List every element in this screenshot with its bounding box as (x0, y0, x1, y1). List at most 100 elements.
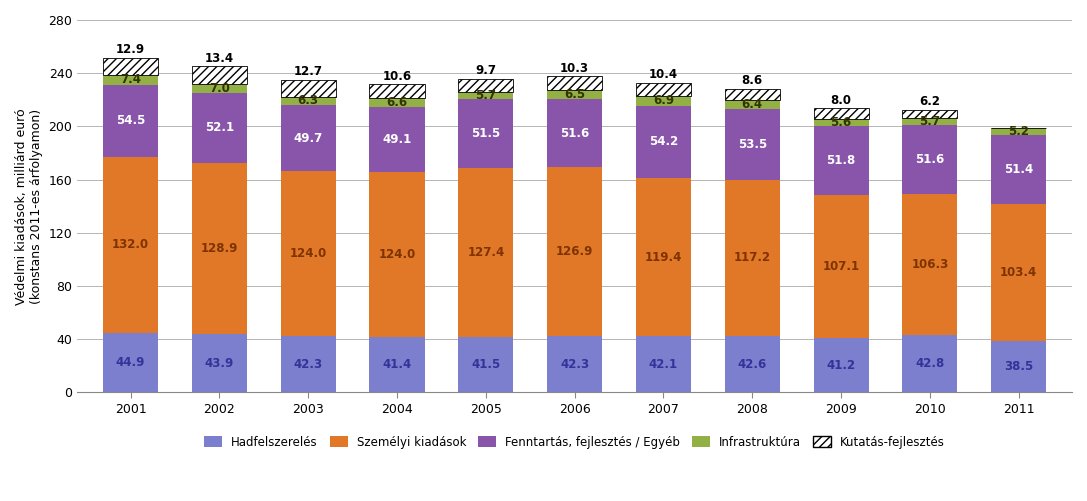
Bar (636, 83, 691, 96)
Text: 49.7: 49.7 (293, 132, 323, 145)
Bar (902, 125, 958, 194)
Text: 106.3: 106.3 (911, 259, 949, 271)
Bar (459, 79, 513, 92)
Bar (902, 110, 958, 118)
Text: 7.0: 7.0 (209, 82, 229, 95)
Text: 6.5: 6.5 (564, 88, 585, 101)
Text: 6.3: 6.3 (298, 94, 318, 107)
Text: 51.8: 51.8 (826, 154, 855, 167)
Bar (103, 58, 158, 75)
Text: 49.1: 49.1 (383, 133, 412, 146)
Bar (725, 100, 779, 109)
Text: 6.6: 6.6 (387, 96, 408, 109)
Text: 5.2: 5.2 (1009, 125, 1029, 138)
Bar (459, 337, 513, 392)
Text: 126.9: 126.9 (555, 245, 594, 258)
Bar (902, 118, 958, 125)
Text: 54.2: 54.2 (649, 135, 678, 148)
Text: 43.9: 43.9 (204, 357, 234, 370)
Text: 42.1: 42.1 (649, 358, 678, 371)
Text: 124.0: 124.0 (378, 248, 415, 262)
Bar (813, 126, 869, 195)
Text: 44.9: 44.9 (116, 356, 146, 369)
Text: 42.3: 42.3 (293, 358, 323, 371)
Text: 132.0: 132.0 (112, 238, 149, 252)
Bar (725, 89, 779, 100)
Bar (547, 76, 602, 90)
Text: 41.5: 41.5 (471, 358, 500, 371)
Bar (192, 334, 247, 392)
Text: 54.5: 54.5 (116, 114, 146, 127)
Text: 128.9: 128.9 (201, 242, 238, 255)
Bar (547, 336, 602, 392)
Bar (192, 84, 247, 93)
Bar (902, 336, 958, 392)
Bar (725, 180, 779, 336)
Bar (103, 333, 158, 392)
Bar (370, 98, 425, 107)
Text: 51.6: 51.6 (560, 127, 589, 140)
Text: 5.7: 5.7 (475, 89, 497, 102)
Bar (813, 338, 869, 392)
Bar (280, 97, 336, 105)
Y-axis label: Védelmi kiadások, milliárd euró
(konstans 2011-es árfolyamon): Védelmi kiadások, milliárd euró (konstan… (15, 108, 43, 305)
Bar (459, 99, 513, 168)
Bar (370, 172, 425, 337)
Bar (636, 96, 691, 106)
Text: 8.0: 8.0 (830, 94, 851, 107)
Bar (280, 336, 336, 392)
Bar (547, 99, 602, 167)
Text: 41.4: 41.4 (383, 358, 412, 371)
Bar (370, 84, 425, 98)
Text: 5.6: 5.6 (830, 116, 851, 129)
Text: 7.4: 7.4 (120, 73, 141, 86)
Bar (813, 195, 869, 338)
Text: 6.2: 6.2 (920, 95, 940, 108)
Text: 9.7: 9.7 (475, 64, 497, 77)
Text: 103.4: 103.4 (1000, 266, 1037, 279)
Bar (902, 194, 958, 336)
Text: 51.5: 51.5 (471, 127, 500, 140)
Bar (103, 75, 158, 85)
Bar (103, 157, 158, 333)
Text: 12.9: 12.9 (116, 43, 146, 56)
Text: 124.0: 124.0 (289, 247, 327, 260)
Bar (813, 108, 869, 119)
Bar (991, 341, 1047, 392)
Text: 8.6: 8.6 (741, 74, 763, 87)
Text: 6.4: 6.4 (741, 98, 763, 111)
Text: 119.4: 119.4 (645, 250, 683, 264)
Text: 12.7: 12.7 (293, 65, 323, 78)
Text: 127.4: 127.4 (467, 246, 504, 259)
Text: 51.4: 51.4 (1004, 163, 1034, 176)
Bar (192, 93, 247, 163)
Text: 41.2: 41.2 (826, 359, 855, 372)
Text: 51.6: 51.6 (915, 153, 945, 166)
Bar (192, 66, 247, 84)
Bar (636, 106, 691, 178)
Bar (370, 337, 425, 392)
Text: 117.2: 117.2 (734, 252, 771, 265)
Bar (725, 109, 779, 180)
Text: 6.9: 6.9 (653, 94, 674, 107)
Text: 5.7: 5.7 (920, 115, 940, 128)
Bar (636, 178, 691, 336)
Text: 53.5: 53.5 (738, 138, 767, 151)
Text: 52.1: 52.1 (204, 121, 234, 134)
Text: 42.6: 42.6 (738, 358, 767, 371)
Bar (547, 90, 602, 99)
Bar (813, 119, 869, 126)
Text: 107.1: 107.1 (823, 260, 860, 273)
Legend: Hadfelszerelés, Személyi kiadások, Fenntartás, fejlesztés / Egyéb, Infrastruktúr: Hadfelszerelés, Személyi kiadások, Fennt… (200, 431, 950, 453)
Text: 10.3: 10.3 (560, 62, 589, 75)
Bar (459, 92, 513, 99)
Bar (280, 80, 336, 97)
Bar (991, 204, 1047, 341)
Text: 42.8: 42.8 (915, 357, 945, 370)
Bar (103, 85, 158, 157)
Bar (991, 128, 1047, 135)
Bar (370, 107, 425, 172)
Text: 10.4: 10.4 (649, 68, 678, 81)
Bar (547, 167, 602, 336)
Bar (991, 135, 1047, 204)
